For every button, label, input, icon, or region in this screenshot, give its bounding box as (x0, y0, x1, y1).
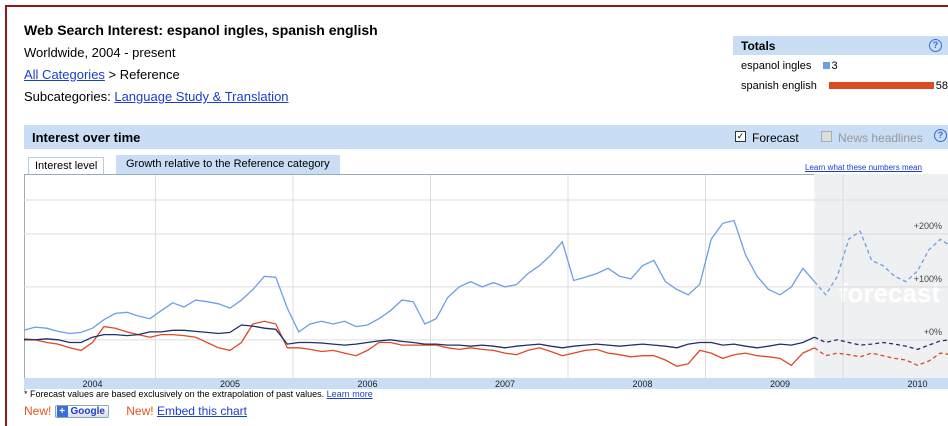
new-badge: New! (24, 404, 52, 418)
panel-title: Interest over time (32, 130, 141, 145)
series-line (24, 219, 815, 335)
x-tick-label: 2007 (495, 379, 515, 389)
x-tick-label: 2008 (632, 379, 652, 389)
chart: forecast +0% +100% +200% 2004 2005 2006 2007 200… (24, 174, 948, 390)
totals-bar (828, 82, 934, 89)
totals-bar (823, 62, 830, 69)
totals-header: Totals ? (733, 36, 948, 55)
footnote: * Forecast values are based exclusively … (24, 389, 373, 399)
totals-label: espanol ingles (741, 59, 812, 72)
y-tick-label: +0% (924, 327, 942, 337)
embed-link[interactable]: Embed this chart (156, 404, 247, 418)
learn-link[interactable]: Learn what these numbers mean (805, 163, 922, 172)
forecast-shade (814, 174, 948, 378)
totals-value: 3 (831, 59, 838, 72)
frame (5, 5, 948, 426)
tab[interactable]: Interest level (28, 157, 105, 175)
footnote-link[interactable]: Learn more (326, 389, 373, 399)
forecast-line (814, 336, 948, 351)
subcategory-label: Subcategories: (24, 89, 115, 104)
subcategory-link[interactable]: Language Study & Translation (114, 89, 289, 104)
x-tick-label: 2005 (220, 379, 240, 389)
forecast-line (813, 230, 948, 296)
forecast-label: Forecast (752, 131, 799, 145)
forecast-checkbox[interactable]: ✓ (735, 131, 746, 142)
totals-row: espanol ingles 3 (733, 56, 948, 75)
panel-header: Interest over time ✓ Forecast News headl… (24, 125, 948, 149)
y-tick-label: +200% (914, 221, 942, 231)
google-button[interactable]: + Google (54, 405, 109, 419)
x-tick-label: 2006 (357, 379, 377, 389)
forecast-line (814, 347, 948, 367)
y-tick-label: +100% (914, 274, 942, 284)
google-label: Google (70, 406, 105, 418)
footer: New! + Google New! Embed this chart (24, 404, 247, 419)
help-icon[interactable]: ? (929, 39, 942, 52)
totals-box: Totals ? espanol ingles 3 spanish english 5… (733, 36, 948, 98)
new-badge: New! (126, 404, 154, 418)
totals-value: 58 (935, 79, 948, 92)
totals-label: spanish english (741, 79, 817, 92)
x-axis-band (24, 378, 948, 389)
series-line (24, 320, 815, 367)
title: Web Search Interest: espanol ingles, spa… (24, 22, 378, 38)
forecast-watermark: forecast (839, 278, 940, 308)
category-rest: > Reference (104, 67, 180, 82)
x-tick-label: 2010 (907, 379, 927, 389)
x-tick-label: 2004 (82, 379, 102, 389)
tab-active[interactable]: Growth relative to the Reference categor… (116, 155, 340, 174)
subtitle: Worldwide, 2004 - present (24, 45, 176, 60)
news-label: News headlines (838, 131, 923, 145)
help-icon[interactable]: ? (934, 129, 947, 142)
subcategory-line: Subcategories: Language Study & Translat… (24, 89, 289, 104)
series-line (24, 324, 815, 349)
footnote-text: * Forecast values are based exclusively … (24, 389, 327, 399)
category-line: All Categories > Reference (24, 67, 180, 82)
category-link[interactable]: All Categories (24, 67, 105, 82)
x-tick-label: 2009 (770, 379, 790, 389)
totals-row: spanish english 58 (733, 76, 948, 95)
totals-title: Totals (741, 39, 776, 53)
news-checkbox[interactable] (821, 131, 832, 142)
totals-rows: espanol ingles 3 spanish english 58 (733, 56, 948, 95)
